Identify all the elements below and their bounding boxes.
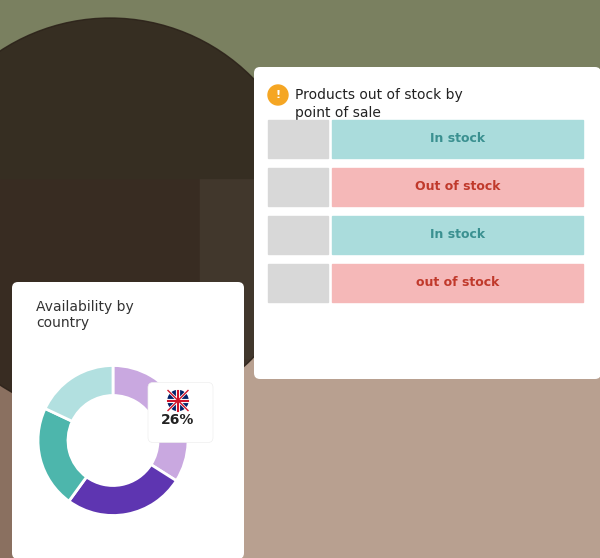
Bar xyxy=(268,168,328,206)
Circle shape xyxy=(268,85,288,105)
Bar xyxy=(332,264,583,302)
Bar xyxy=(268,264,328,302)
Wedge shape xyxy=(113,365,188,480)
FancyBboxPatch shape xyxy=(148,382,213,442)
Bar xyxy=(332,216,583,254)
Text: Out of stock: Out of stock xyxy=(415,180,500,194)
Wedge shape xyxy=(45,365,113,421)
FancyBboxPatch shape xyxy=(254,67,600,379)
Text: !: ! xyxy=(275,90,281,100)
Text: out of stock: out of stock xyxy=(416,277,499,290)
Text: In stock: In stock xyxy=(430,132,485,146)
Bar xyxy=(0,0,600,178)
Circle shape xyxy=(68,396,158,485)
Bar xyxy=(268,216,328,254)
Text: 26%: 26% xyxy=(161,413,194,427)
Text: In stock: In stock xyxy=(430,228,485,242)
Wedge shape xyxy=(38,408,86,501)
Text: Products out of stock by
point of sale: Products out of stock by point of sale xyxy=(295,88,463,121)
Text: Availability by
country: Availability by country xyxy=(36,300,134,330)
Bar xyxy=(200,0,600,358)
Bar xyxy=(332,120,583,158)
Bar xyxy=(0,0,200,558)
Circle shape xyxy=(168,391,188,411)
Wedge shape xyxy=(69,465,176,516)
Bar xyxy=(332,168,583,206)
Circle shape xyxy=(0,18,310,418)
Bar xyxy=(268,120,328,158)
FancyBboxPatch shape xyxy=(12,282,244,558)
